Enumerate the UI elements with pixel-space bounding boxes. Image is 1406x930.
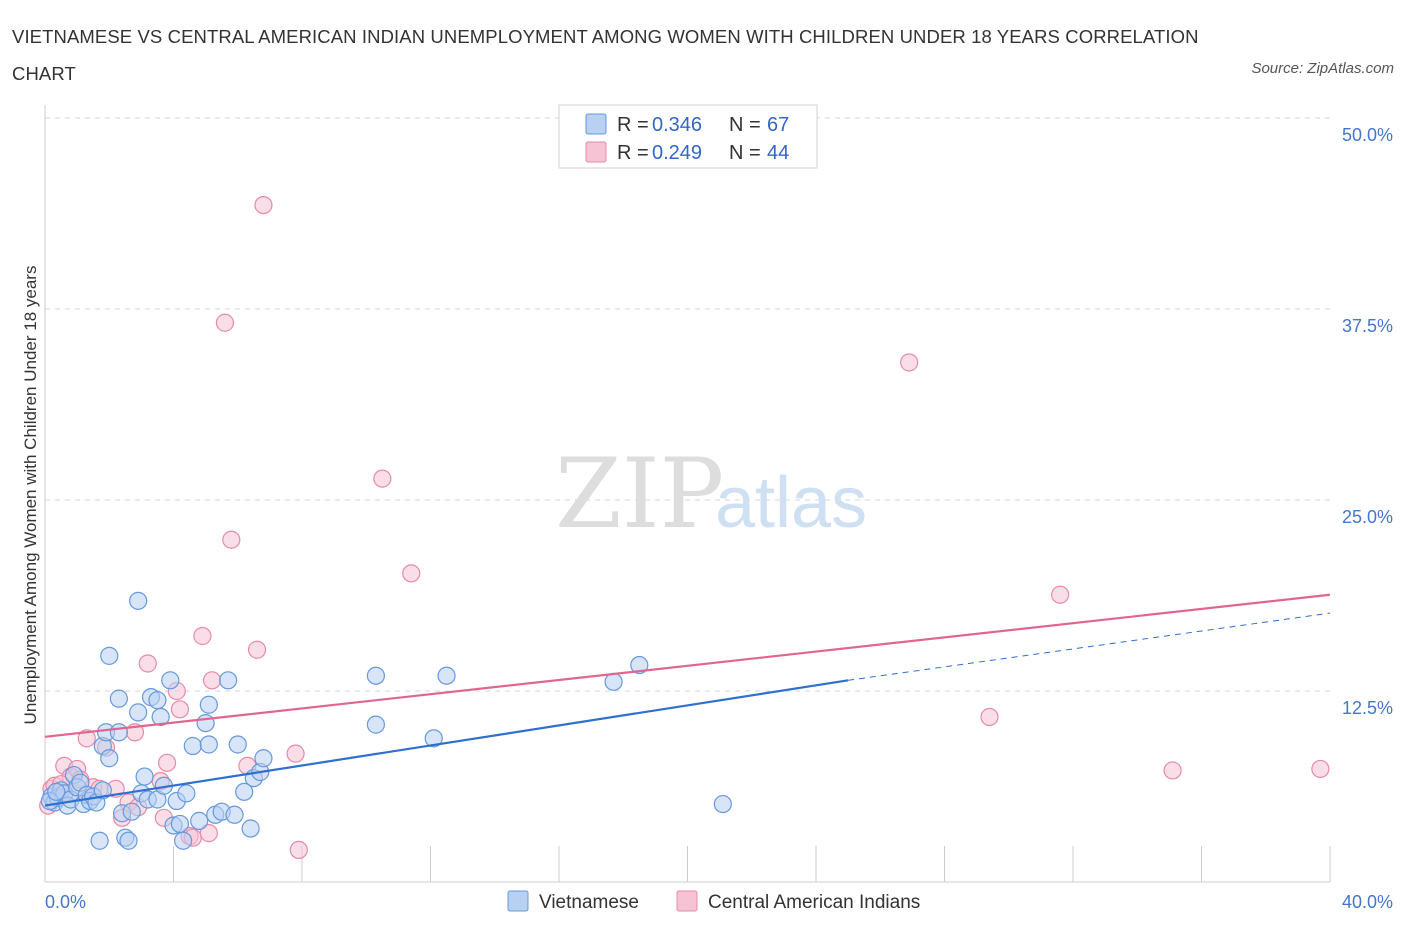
central-point xyxy=(222,530,241,549)
bottom-legend-swatch-central xyxy=(676,890,698,912)
central-point xyxy=(77,729,96,748)
chart-title: VIETNAMESE VS CENTRAL AMERICAN INDIAN UN… xyxy=(12,26,1199,84)
series-vietnamese xyxy=(40,591,732,850)
watermark-atlas: atlas xyxy=(715,463,867,543)
vietnamese-point xyxy=(100,749,119,768)
vietnamese-point xyxy=(93,781,112,800)
y-tick-label: 50.0% xyxy=(1342,125,1393,145)
trend-line-central xyxy=(44,593,1331,738)
central-point xyxy=(202,671,222,690)
vietnamese-point xyxy=(366,715,385,734)
vietnamese-point xyxy=(90,831,109,850)
x-tick-labels: 0.0% 40.0% xyxy=(45,892,1393,912)
y-tick-label: 12.5% xyxy=(1342,698,1393,718)
central-point xyxy=(900,353,919,372)
bottom-legend-label-central: Central American Indians xyxy=(708,892,920,913)
legend-r-label-1: R = xyxy=(617,114,649,136)
central-point xyxy=(254,195,273,215)
x-tick-label-min: 0.0% xyxy=(45,892,86,912)
vietnamese-point xyxy=(190,811,209,830)
vietnamese-point xyxy=(199,735,218,754)
vietnamese-point xyxy=(630,655,649,675)
vietnamese-point xyxy=(122,802,141,821)
vietnamese-point xyxy=(437,666,456,685)
central-point xyxy=(286,744,305,763)
vietnamese-point xyxy=(713,794,732,814)
vietnamese-point xyxy=(100,646,119,665)
vietnamese-point xyxy=(174,831,193,850)
central-point xyxy=(289,840,308,860)
central-point xyxy=(402,564,421,583)
vietnamese-point xyxy=(177,784,196,803)
vietnamese-point xyxy=(254,749,273,768)
vietnamese-point xyxy=(109,689,128,708)
chart-source: Source: ZipAtlas.com xyxy=(1251,60,1394,77)
vietnamese-point xyxy=(170,814,190,834)
watermark-zip: ZIP xyxy=(555,438,724,550)
legend-n-value-2: 44 xyxy=(767,142,789,164)
vietnamese-point xyxy=(129,591,148,610)
vietnamese-point xyxy=(199,695,218,714)
trend-lines xyxy=(44,593,1331,807)
vietnamese-point xyxy=(161,671,180,690)
vietnamese-point xyxy=(241,819,260,838)
central-point xyxy=(215,313,234,332)
vietnamese-point xyxy=(219,671,238,690)
legend-r-value-2: 0.249 xyxy=(652,142,702,164)
central-point xyxy=(1051,585,1070,604)
y-tick-label: 37.5% xyxy=(1342,316,1393,336)
grid-lines xyxy=(45,117,1330,692)
watermark: ZIP atlas xyxy=(555,438,867,550)
vietnamese-point xyxy=(119,831,138,850)
vietnamese-point xyxy=(225,805,244,824)
vietnamese-point xyxy=(47,782,66,801)
legend-swatch-vietnamese xyxy=(585,113,607,135)
legend-bottom: Vietnamese Central American Indians xyxy=(507,890,920,913)
central-point xyxy=(1163,761,1182,780)
central-point xyxy=(247,640,267,659)
vietnamese-point xyxy=(424,729,443,748)
central-point xyxy=(193,626,212,646)
legend-r-value-1: 0.346 xyxy=(652,114,702,136)
vietnamese-point xyxy=(109,723,128,742)
vietnamese-point xyxy=(183,736,202,756)
central-point xyxy=(170,700,190,719)
legend-top: R = 0.346 N = 67 R = 0.249 N = 44 xyxy=(558,104,818,169)
legend-n-value-1: 67 xyxy=(767,114,789,136)
axes xyxy=(44,105,1331,883)
vietnamese-point xyxy=(148,691,167,710)
y-axis-label: Unemployment Among Women with Children U… xyxy=(21,266,40,725)
y-tick-label: 25.0% xyxy=(1342,507,1393,527)
vietnamese-point xyxy=(196,713,215,733)
legend-n-label-2: N = xyxy=(729,142,761,164)
central-point xyxy=(980,707,999,727)
central-point xyxy=(157,753,177,772)
legend-swatch-central xyxy=(585,141,607,163)
y-tick-labels: 12.5% 25.0% 37.5% 50.0% xyxy=(1342,125,1393,718)
vietnamese-point xyxy=(604,672,623,691)
central-point xyxy=(1311,759,1330,779)
bottom-legend-swatch-vietnamese xyxy=(507,890,529,912)
central-point xyxy=(199,824,218,843)
legend-r-label-2: R = xyxy=(617,142,649,164)
central-point xyxy=(373,469,392,488)
vietnamese-point xyxy=(366,666,385,685)
trend-line-vietnamese xyxy=(44,679,849,807)
bottom-legend-label-vietnamese: Vietnamese xyxy=(539,892,639,913)
vietnamese-point xyxy=(235,782,254,801)
vietnamese-point xyxy=(135,767,154,786)
trend-line-vietnamese-extension xyxy=(848,612,1331,681)
legend-n-label-1: N = xyxy=(729,114,761,136)
x-tick-label-max: 40.0% xyxy=(1342,892,1393,912)
vietnamese-point xyxy=(228,735,247,754)
vietnamese-point xyxy=(129,703,148,722)
central-point xyxy=(138,654,157,673)
vietnamese-point xyxy=(151,707,170,727)
